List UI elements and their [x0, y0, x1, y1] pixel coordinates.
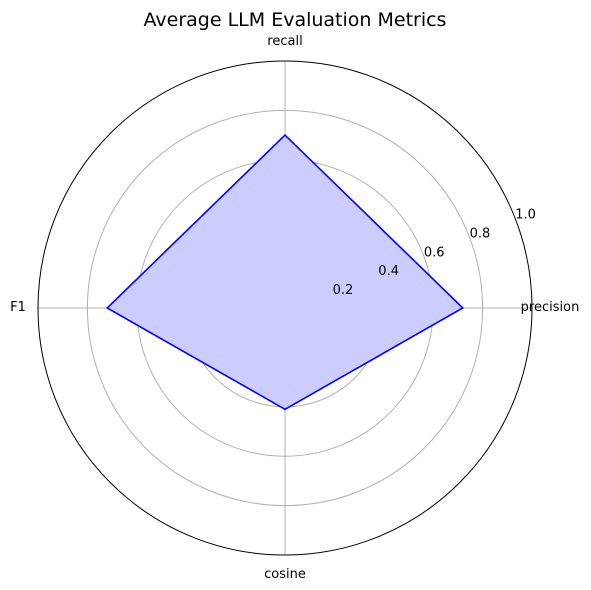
series-polygon — [105, 133, 465, 411]
chart-title: Average LLM Evaluation Metrics — [144, 9, 447, 31]
label-layer: precision recall F1 cosine — [10, 34, 579, 582]
r-tick-labels: 0.2 0.4 0.6 0.8 1.0 — [333, 208, 536, 299]
category-label-precision: precision — [521, 300, 580, 315]
r-tick-label-0.2: 0.2 — [333, 283, 354, 298]
category-label-f1: F1 — [10, 300, 26, 315]
r-tick-label-0.4: 0.4 — [378, 264, 399, 279]
r-tick-label-1.0: 1.0 — [515, 208, 536, 223]
r-tick-label-0.6: 0.6 — [424, 245, 445, 260]
category-label-recall: recall — [267, 34, 302, 49]
category-label-cosine: cosine — [264, 567, 306, 582]
polar-frame — [37, 60, 533, 556]
series-layer — [105, 133, 465, 411]
r-tick-label-0.8: 0.8 — [470, 226, 491, 241]
